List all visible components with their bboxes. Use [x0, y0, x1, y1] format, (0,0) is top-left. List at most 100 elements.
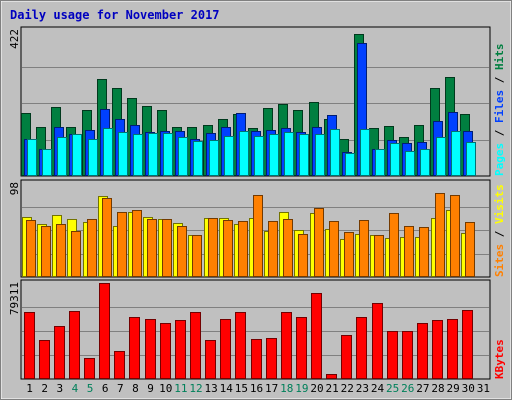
bar [114, 351, 125, 379]
bar [132, 210, 142, 277]
bar [341, 335, 352, 379]
x-tick-label: 28 [431, 382, 444, 395]
bar [224, 136, 234, 176]
bar [129, 317, 140, 379]
bar [432, 320, 443, 379]
x-tick-label: 31 [477, 382, 490, 395]
y-max-label: 422 [8, 29, 21, 49]
bar [205, 340, 216, 379]
bar [72, 134, 82, 176]
bar [281, 312, 292, 379]
bar [56, 224, 66, 277]
x-tick-label: 17 [265, 382, 278, 395]
bar [235, 312, 246, 379]
bar [103, 128, 113, 176]
bar [266, 338, 277, 379]
bar [84, 358, 95, 379]
bar [71, 231, 81, 277]
series-pages [27, 128, 476, 176]
x-tick-label: 11 [174, 382, 187, 395]
legend-visits: Sites / Visits [493, 184, 506, 277]
legend-text: KBytes [493, 339, 506, 379]
legend-item: Hits [493, 44, 506, 71]
x-tick-label: 5 [87, 382, 94, 395]
x-tick-label: 18 [280, 382, 293, 395]
bar [193, 141, 203, 176]
legend-item: Pages [493, 143, 506, 176]
x-tick-label: 25 [386, 382, 399, 395]
legend-separator: / [493, 123, 506, 143]
bar [436, 137, 446, 176]
bar [117, 212, 127, 277]
bar [39, 340, 50, 379]
x-tick-label: 7 [117, 382, 124, 395]
bar [330, 129, 340, 176]
bar [374, 235, 384, 277]
bar [390, 143, 400, 176]
panel-hits: 422 Pages / Files / Hits [8, 26, 506, 177]
bar [162, 219, 172, 277]
x-axis: 1 2 3 4 5 6 7 8 9 10 11 12 13 14 15 16 17 18 19 20 21 22 23 24 2… [26, 382, 490, 395]
y-max-label: 79311 [8, 282, 21, 315]
bar [404, 226, 414, 277]
bar [268, 221, 278, 277]
bar [102, 198, 112, 277]
bar [253, 195, 263, 277]
bar [99, 283, 110, 379]
bar [451, 131, 461, 176]
bar [145, 319, 156, 379]
x-tick-label: 24 [371, 382, 385, 395]
bar [465, 222, 475, 277]
x-tick-label: 2 [41, 382, 48, 395]
bar [360, 129, 370, 176]
bar [175, 320, 186, 379]
y-max-label: 98 [8, 182, 21, 195]
bar [88, 139, 98, 176]
bar [160, 323, 171, 379]
panel-visits: 98 Sites / Visits [8, 179, 506, 278]
x-tick-label: 22 [341, 382, 354, 395]
bar [299, 134, 309, 176]
bar [389, 213, 399, 277]
bar [315, 134, 325, 176]
bar [148, 133, 158, 176]
legend-kbytes: KBytes [493, 339, 506, 379]
bar [26, 220, 36, 277]
bar [387, 331, 398, 379]
bar [27, 139, 37, 176]
bar [356, 317, 367, 379]
x-tick-label: 19 [295, 382, 308, 395]
bar [192, 235, 202, 277]
bar [298, 234, 308, 277]
legend-separator: / [493, 70, 506, 90]
chart-title: Daily usage for November 2017 [10, 8, 220, 22]
bar [402, 331, 413, 379]
chart-panels: 422 Pages / Files / Hits 98 Sites / Visits 7… [8, 26, 506, 380]
bar [178, 137, 188, 176]
x-tick-label: 29 [447, 382, 460, 395]
bar [420, 149, 430, 176]
panel-kbytes: 79311 KBytes [8, 279, 506, 380]
bar [329, 221, 339, 277]
x-tick-label: 13 [204, 382, 217, 395]
x-tick-label: 3 [57, 382, 64, 395]
legend-item: KBytes [493, 339, 506, 379]
bar [359, 220, 369, 277]
bar [220, 319, 231, 379]
legend-text: Pages / Files / Hits [493, 44, 506, 177]
bar [462, 310, 473, 379]
bar [163, 133, 173, 176]
x-tick-label: 23 [356, 382, 369, 395]
x-tick-label: 26 [401, 382, 414, 395]
legend-item: Sites [493, 244, 506, 277]
bar [296, 317, 307, 379]
x-tick-label: 30 [462, 382, 475, 395]
bar [345, 153, 355, 176]
bar [24, 312, 35, 379]
legend-text: Sites / Visits [493, 184, 506, 277]
bar [375, 149, 385, 176]
bar [372, 303, 383, 379]
series-sites [26, 193, 475, 277]
